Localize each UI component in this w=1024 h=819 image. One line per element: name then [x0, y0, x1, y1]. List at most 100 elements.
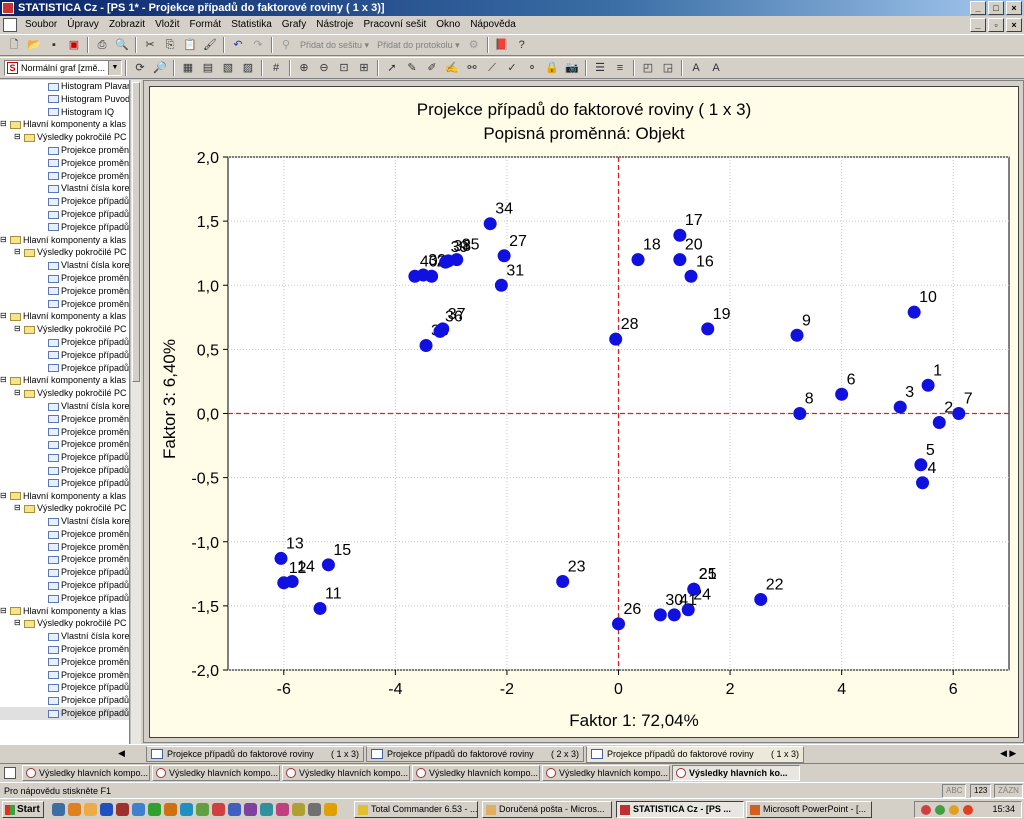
- menu-item-4[interactable]: Formát: [189, 19, 222, 30]
- minimize-button[interactable]: _: [970, 1, 986, 15]
- tree-item[interactable]: Projekce proměnn: [0, 298, 129, 311]
- graph-tab[interactable]: Projekce případů do faktorové roviny ( 1 …: [586, 746, 804, 763]
- tree-item[interactable]: Projekce případů: [0, 336, 129, 349]
- graph-edit-icon[interactable]: ▨: [242, 62, 254, 74]
- menu-item-1[interactable]: Úpravy: [67, 19, 99, 30]
- open-icon[interactable]: 📂: [27, 39, 41, 51]
- tab-scroll-left-icon[interactable]: ◀: [118, 748, 125, 758]
- tree-item[interactable]: ⊟ Hlavní komponenty a klas: [0, 490, 129, 503]
- tree-item[interactable]: Projekce případů: [0, 592, 129, 605]
- tree-item[interactable]: Projekce proměnn: [0, 656, 129, 669]
- fit-icon[interactable]: ⚬: [527, 62, 537, 74]
- maximize-button[interactable]: □: [988, 1, 1004, 15]
- media-icon[interactable]: [116, 803, 129, 816]
- collapse-icon[interactable]: ⊟: [0, 605, 7, 615]
- tree-item[interactable]: ⊟ Výsledky pokročilé PC: [0, 246, 129, 259]
- tree-item[interactable]: Projekce proměnn: [0, 541, 129, 554]
- cut-icon[interactable]: ✂: [145, 39, 155, 51]
- grid-icon[interactable]: #: [272, 62, 280, 74]
- zoom-in-icon[interactable]: ⊕: [299, 62, 309, 74]
- marker-icon[interactable]: ✓: [507, 62, 517, 74]
- start-button[interactable]: Start: [2, 801, 44, 818]
- graph-type-select[interactable]: S Normální graf [změ... ▼: [4, 60, 122, 76]
- pointer-icon[interactable]: ➚: [387, 62, 397, 74]
- line-tool-icon[interactable]: ⟋: [488, 62, 496, 74]
- tree-item[interactable]: ⊟ Výsledky pokročilé PC: [0, 502, 129, 515]
- tree-item[interactable]: Projekce proměnn: [0, 528, 129, 541]
- tree-item[interactable]: Projekce proměnn: [0, 285, 129, 298]
- tree-item[interactable]: Histogram Plavan: [0, 80, 129, 93]
- tree-item[interactable]: Projekce proměnn: [0, 157, 129, 170]
- redo-icon[interactable]: ↷: [253, 39, 263, 51]
- tree-item[interactable]: Projekce případů: [0, 362, 129, 375]
- collapse-icon[interactable]: ⊟: [14, 388, 21, 398]
- print-icon[interactable]: ⎙: [97, 39, 107, 51]
- tree-item[interactable]: Projekce proměnn: [0, 426, 129, 439]
- tree-item[interactable]: Projekce případů: [0, 681, 129, 694]
- graph-layout-icon[interactable]: ▤: [202, 62, 214, 74]
- chevron-down-icon[interactable]: ▼: [108, 61, 121, 75]
- lock-icon[interactable]: 🔒: [545, 62, 559, 74]
- app-icon-i[interactable]: [292, 803, 305, 816]
- bring-front-icon[interactable]: ◰: [642, 62, 654, 74]
- zoom-out-icon[interactable]: ⊖: [319, 62, 329, 74]
- app-icon-b[interactable]: [180, 803, 193, 816]
- add-to-report-button[interactable]: Přidat do protokolu ▾: [377, 39, 460, 50]
- collapse-icon[interactable]: ⊟: [0, 311, 7, 321]
- tree-item[interactable]: ⊟ Hlavní komponenty a klas: [0, 374, 129, 387]
- zoom-fit-icon[interactable]: ⊡: [339, 62, 349, 74]
- tree-item[interactable]: ⊟ Hlavní komponenty a klas: [0, 605, 129, 618]
- tree-item[interactable]: Projekce případů: [0, 208, 129, 221]
- close-button[interactable]: ×: [1006, 1, 1022, 15]
- workspace-tab[interactable]: Výsledky hlavních kompo...: [282, 765, 410, 781]
- brush-icon[interactable]: ✎: [407, 62, 417, 74]
- app-icon-e[interactable]: [228, 803, 241, 816]
- tree-item[interactable]: Projekce proměnn: [0, 553, 129, 566]
- doc-close-button[interactable]: ×: [1006, 18, 1022, 32]
- tree-item[interactable]: ⊟ Výsledky pokročilé PC: [0, 617, 129, 630]
- app-icon-k[interactable]: [324, 803, 337, 816]
- format-painter-icon[interactable]: 🖌: [203, 39, 217, 51]
- menu-item-0[interactable]: Soubor: [25, 19, 58, 30]
- workspace-tab[interactable]: Výsledky hlavních kompo...: [542, 765, 670, 781]
- workspace-tab[interactable]: Výsledky hlavních kompo...: [22, 765, 150, 781]
- collapse-icon[interactable]: ⊟: [0, 119, 7, 129]
- tree-item[interactable]: Projekce případů: [0, 451, 129, 464]
- tree-item[interactable]: Projekce případů: [0, 566, 129, 579]
- taskbar-button[interactable]: STATISTICA Cz - [PS ...: [616, 801, 744, 818]
- tree-scrollbar[interactable]: [130, 80, 141, 745]
- firefox-icon[interactable]: [68, 803, 81, 816]
- tray-icon-2[interactable]: [935, 805, 945, 815]
- tree-item[interactable]: Projekce případů: [0, 221, 129, 234]
- explorer-icon[interactable]: [84, 803, 97, 816]
- doc-minimize-button[interactable]: _: [970, 18, 986, 32]
- workspace-menu-icon[interactable]: [4, 767, 16, 779]
- paste-icon[interactable]: 📋: [183, 39, 197, 51]
- collapse-icon[interactable]: ⊟: [14, 618, 21, 628]
- collapse-icon[interactable]: ⊟: [0, 375, 7, 385]
- tree-item[interactable]: ⊟ Hlavní komponenty a klas: [0, 118, 129, 131]
- collapse-icon[interactable]: ⊟: [14, 247, 21, 257]
- tree-item[interactable]: Projekce proměnn: [0, 438, 129, 451]
- graph-options-icon[interactable]: ▦: [182, 62, 194, 74]
- tree-item[interactable]: Projekce případů: [0, 477, 129, 490]
- menu-item-6[interactable]: Grafy: [281, 19, 307, 30]
- workspace-tab[interactable]: Výsledky hlavních kompo...: [412, 765, 540, 781]
- tree-item[interactable]: ⊟ Výsledky pokročilé PC: [0, 387, 129, 400]
- graph-canvas[interactable]: Projekce případů do faktorové roviny ( 1…: [149, 86, 1019, 738]
- undo-icon[interactable]: ↶: [233, 39, 243, 51]
- camera-icon[interactable]: 📷: [565, 62, 579, 74]
- copy-icon[interactable]: ⎘: [165, 39, 175, 51]
- collapse-icon[interactable]: ⊟: [14, 132, 21, 142]
- zoom-reset-icon[interactable]: ⊞: [359, 62, 369, 74]
- desktop-icon[interactable]: [52, 803, 65, 816]
- tree-item[interactable]: ⊟ Výsledky pokročilé PC: [0, 323, 129, 336]
- ie-icon[interactable]: [132, 803, 145, 816]
- send-back-icon[interactable]: ◲: [662, 62, 674, 74]
- tree-item[interactable]: Projekce případů: [0, 694, 129, 707]
- messenger-icon[interactable]: [148, 803, 161, 816]
- tree-item[interactable]: Projekce případů: [0, 349, 129, 362]
- workspace-tab[interactable]: Výsledky hlavních ko...: [672, 765, 800, 781]
- taskbar-button[interactable]: Doručená pošta - Micros...: [482, 801, 612, 818]
- link-icon[interactable]: ⚯: [467, 62, 477, 74]
